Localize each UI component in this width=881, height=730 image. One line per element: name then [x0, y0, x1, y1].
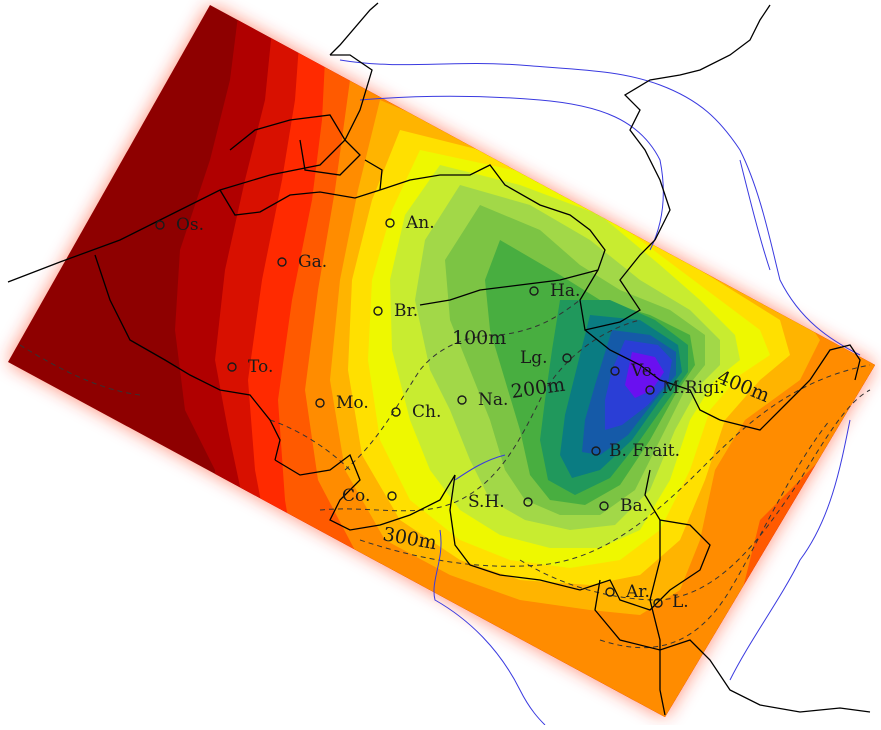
city-ar: Ar.: [605, 582, 650, 602]
border-6: [379, 164, 656, 331]
city-label: Ch.: [412, 402, 441, 422]
city-label: An.: [405, 213, 435, 233]
border-15: [419, 269, 599, 306]
city-os: Os.: [155, 215, 204, 235]
city-marker-icon: [227, 362, 237, 372]
city-marker-icon: [523, 497, 533, 507]
border-10: [449, 469, 711, 611]
border-16: [364, 159, 383, 191]
river-1: [339, 59, 861, 356]
city-label: Br.: [394, 301, 418, 321]
city-marker-icon: [391, 407, 401, 417]
city-to: To.: [227, 357, 273, 377]
city-marker-icon: [605, 587, 615, 597]
city-label: Ve.: [630, 361, 657, 381]
city-label: Mo.: [336, 393, 369, 413]
river-6: [454, 454, 506, 481]
rivers: [339, 59, 861, 726]
city-label: To.: [248, 357, 273, 377]
borders: [7, 2, 871, 716]
city-l: L.: [653, 592, 689, 612]
elevation-band-18: [625, 352, 664, 398]
border-8: [94, 254, 281, 461]
city-marker-icon: [373, 306, 383, 316]
city-label: S.H.: [468, 492, 505, 512]
city-label: Lg.: [520, 348, 548, 368]
city-marker-icon: [385, 218, 395, 228]
city-label: M.Rigi.: [662, 378, 725, 398]
city-marker-icon: [315, 398, 325, 408]
river-3: [739, 159, 771, 271]
city-m-rigi: M.Rigi.: [645, 378, 725, 398]
city-marker-icon: [155, 220, 165, 230]
city-ve: Ve.: [610, 361, 657, 381]
city-marker-icon: [653, 598, 663, 608]
river-4: [433, 529, 546, 726]
city-co: Co.: [342, 486, 397, 506]
city-marker-icon: [277, 257, 287, 267]
contour-line-1: [344, 299, 581, 471]
city-marker-icon: [387, 491, 397, 501]
city-an: An.: [385, 213, 435, 233]
city-label: Ba.: [620, 496, 648, 516]
city-label: Co.: [342, 486, 370, 506]
city-label: L.: [672, 592, 689, 612]
river-5: [729, 419, 851, 681]
city-marker-icon: [591, 446, 601, 456]
contour-line-6: [269, 419, 351, 471]
border-2: [329, 2, 379, 56]
contour-line-4: [519, 389, 871, 601]
contour-line-2: [319, 319, 641, 512]
border-3: [229, 114, 346, 151]
city-ch: Ch.: [391, 402, 441, 422]
border-9: [274, 453, 456, 531]
city-ba: Ba.: [599, 496, 648, 516]
city-marker-icon: [610, 366, 620, 376]
city-marker-icon: [599, 501, 609, 511]
border-13: [584, 329, 721, 421]
contour-line-5: [599, 419, 831, 649]
city-marker-icon: [457, 395, 467, 405]
border-4: [299, 139, 361, 176]
city-label: B. Frait.: [609, 441, 680, 461]
contour-lines: [19, 299, 871, 649]
city-b-frait: B. Frait.: [591, 441, 680, 461]
contour-line-3: [359, 364, 871, 567]
contour-line-7: [19, 344, 141, 396]
city-label: Ar.: [625, 582, 650, 602]
border-14: [719, 344, 861, 431]
city-br: Br.: [373, 301, 418, 321]
city-marker-icon: [645, 385, 655, 395]
city-label: Ga.: [298, 252, 327, 272]
city-s-h: S.H.: [468, 492, 533, 512]
border-1: [7, 54, 373, 283]
city-label: Na.: [478, 390, 508, 410]
city-marker-icon: [529, 286, 539, 296]
city-marker-icon: [562, 353, 572, 363]
border-7: [623, 4, 771, 241]
city-mo: Mo.: [315, 393, 369, 413]
city-ha: Ha.: [529, 281, 580, 301]
city-layer: Os. Ga. An. Br. Ha. To. Mo. Ch. Na. Lg. Ve.M.Rigi.…: [155, 213, 725, 612]
border-12: [649, 520, 666, 716]
city-label: Os.: [176, 215, 204, 235]
contour-label-100m: 100m: [452, 327, 506, 349]
border-5: [219, 189, 381, 216]
city-na: Na.: [457, 390, 508, 410]
city-label: Ha.: [550, 281, 580, 301]
city-lg: Lg.: [520, 348, 572, 368]
city-ga: Ga.: [277, 252, 327, 272]
river-2: [359, 95, 664, 251]
border-11: [594, 579, 871, 713]
